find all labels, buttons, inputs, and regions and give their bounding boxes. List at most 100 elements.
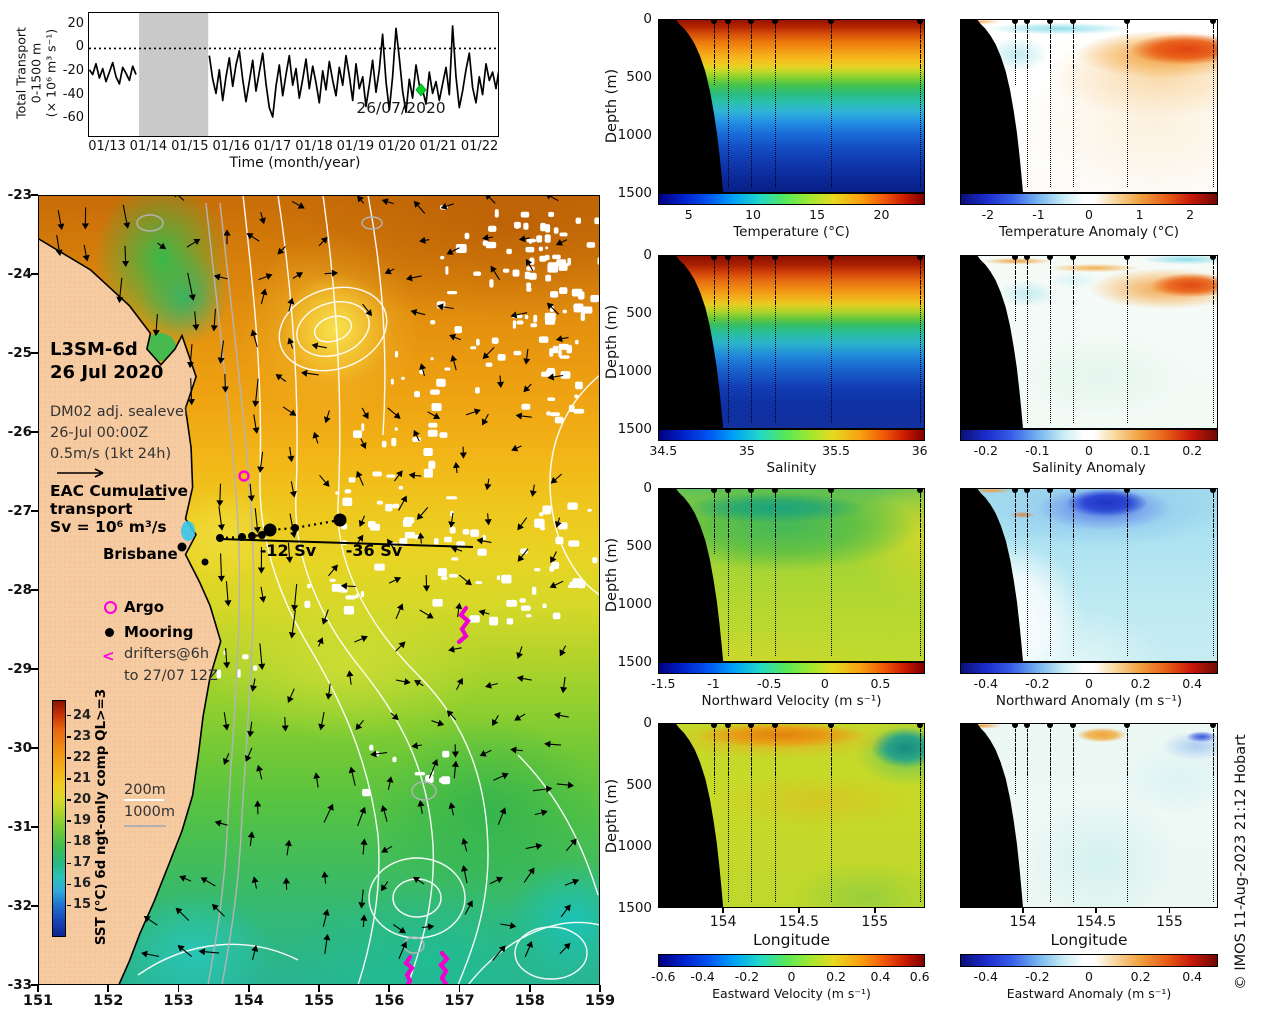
section-northward-velocity-plot [658, 488, 925, 662]
map-title: L3SM-6d 26 Jul 2020 [50, 338, 163, 384]
mooring-line [1126, 20, 1128, 187]
mooring-line-dashed [1073, 20, 1075, 69]
mooring-top-dot [827, 724, 834, 728]
map-lon-label: 156 [374, 993, 405, 1009]
section-eastward-anomaly-cbar-tick: 0 [1085, 969, 1093, 984]
sst-colorbar-label: SST (°C) 6d ngt-only comp QL>=3 [93, 688, 109, 946]
map-lon-tick [599, 985, 601, 992]
mooring-line-dashed [1073, 724, 1075, 776]
mooring-top-dot [917, 724, 924, 728]
mooring-top-dot [1047, 489, 1054, 493]
section-salinity-cbar-tick: 34.5 [649, 443, 678, 458]
section-eastward-anomaly-plot [960, 723, 1218, 908]
map-lat-tick [31, 826, 38, 828]
map-lon-tick [107, 985, 110, 992]
mooring-line-dashed [1213, 724, 1215, 776]
map-lon-label: 152 [93, 993, 124, 1009]
transport-line-chart [89, 13, 498, 136]
sst-colorbar [52, 700, 66, 937]
mooring-top-dot [1011, 489, 1018, 493]
mooring-top-dot [1011, 256, 1018, 260]
section-eastward-velocity-cbar-tick: -0.2 [734, 969, 760, 984]
map-lat-label: -26 [7, 424, 32, 440]
depth-axis-label: Depth (m) [604, 778, 620, 853]
section-temperature-anomaly-cbar-tick: 0 [1085, 207, 1093, 222]
section-salinity-cbar-tick: 35.5 [822, 443, 850, 458]
map-lon-label: 157 [444, 993, 475, 1009]
section-lon-tick: 155 [1156, 914, 1183, 930]
map-lat-tick [31, 352, 38, 354]
transport-xtick: 01/17 [253, 139, 292, 154]
transport-xtick: 01/22 [460, 139, 499, 154]
mooring-top-dot [917, 256, 924, 260]
sst-cbar-tickmark [67, 883, 71, 886]
section-eastward-velocity-plot [658, 723, 925, 908]
mooring-line [1027, 489, 1029, 656]
section-temperature-colorbar [658, 193, 925, 205]
mooring-legend-icon [105, 628, 114, 637]
mooring-top-dot [1047, 724, 1054, 728]
section-northward-anomaly-cbar-tick: 0 [1085, 676, 1093, 691]
lon-tickmark [1168, 908, 1171, 913]
section-northward-anomaly-cbar-tick: -0.4 [973, 676, 998, 691]
section-northward-velocity-cbar-tick: 0.5 [870, 676, 891, 691]
section-temperature-anomaly-colorbar [960, 193, 1218, 205]
mooring-top-dot [1024, 489, 1031, 493]
mooring-top-dot [772, 20, 779, 24]
mooring-line-dashed [1027, 489, 1029, 538]
map-lat-tick [31, 273, 38, 275]
map-lat-tick [31, 431, 38, 433]
mooring-top-dot [724, 20, 731, 24]
mooring-line-dashed [1050, 489, 1052, 538]
mooring-line [1050, 20, 1052, 187]
sst-cbar-tick: 23 [73, 728, 92, 744]
map-lon-label: 159 [584, 993, 616, 1009]
mooring-top-dot [827, 256, 834, 260]
mooring-line-dashed [751, 20, 753, 69]
mooring-line-dashed [920, 20, 922, 69]
map-plot-area: L3SM-6d 26 Jul 2020 DM02 adj. sealevel 2… [38, 195, 600, 985]
map-lat-tick [31, 510, 38, 512]
mooring-line-dashed [727, 489, 729, 538]
mooring-line [727, 256, 729, 423]
section-northward-velocity-xlabel: Northward Velocity (m s⁻¹) [701, 693, 882, 709]
mooring-line [751, 256, 753, 423]
map-lat-tick [31, 905, 38, 907]
mooring-top-dot [1047, 20, 1054, 24]
mooring-line-dashed [714, 256, 716, 305]
section-temperature-cbar-tick: 5 [684, 207, 693, 222]
map-title-line1: L3SM-6d [50, 339, 138, 360]
transport-xtick: 01/21 [419, 139, 457, 154]
transport-ytick: -60 [62, 110, 84, 126]
mooring-top-dot [1024, 724, 1031, 728]
section-eastward-velocity-cbar-tick: 0.2 [826, 969, 847, 984]
brisbane-dot [177, 542, 187, 552]
map-lat-tick [31, 589, 38, 591]
section-temperature-anomaly-cbar-tick: -2 [981, 207, 995, 222]
sst-cbar-tick: 17 [73, 855, 92, 871]
section-eastward-velocity-cbar-tick: 0.6 [909, 969, 930, 984]
depth-tick-label: 1000 [617, 596, 652, 612]
transport-plot-area: 26/07/2020 [88, 12, 499, 137]
sst-cbar-tickmark [67, 736, 71, 738]
section-salinity-plot [658, 255, 925, 429]
mooring-line [727, 724, 729, 902]
depth-axis-label: Depth (m) [604, 304, 620, 380]
mooring-top-dot [711, 256, 718, 260]
bathymetry-mask [659, 489, 724, 661]
mooring-line-dashed [727, 20, 729, 69]
transport-label-12sv: -12 Sv [259, 541, 317, 560]
mooring-line [1126, 256, 1128, 423]
transport-xtick: 01/13 [88, 139, 126, 154]
transport-xtick: 01/14 [129, 139, 168, 154]
map-lon-label: 155 [303, 993, 335, 1009]
depth-axis-label: Depth (m) [604, 537, 620, 613]
mooring-top-dot [1123, 724, 1130, 728]
section-salinity-anomaly-cbar-tick: -0.1 [1025, 443, 1050, 458]
section-northward-anomaly-colorbar [960, 662, 1218, 674]
depth-tick-label: 0 [643, 480, 652, 496]
bathymetry-mask [961, 256, 1023, 428]
mooring-top-dot [827, 20, 834, 24]
section-eastward-anomaly-cbar-tick: -0.4 [973, 969, 998, 984]
section-salinity-anomaly-xlabel: Salinity Anomaly [1032, 460, 1146, 476]
